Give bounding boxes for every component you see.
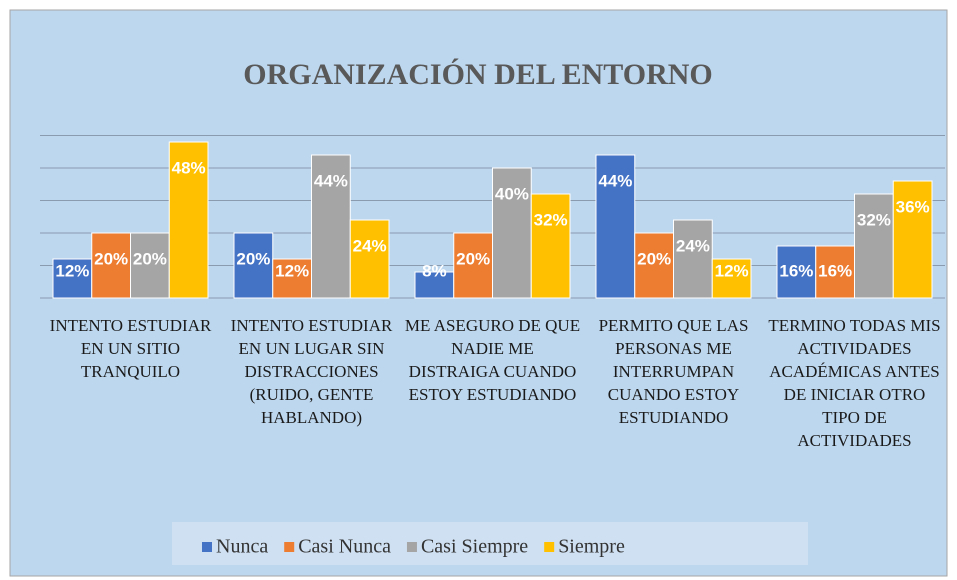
data-label: 8% bbox=[422, 261, 447, 280]
bar bbox=[673, 219, 713, 299]
bar bbox=[711, 258, 752, 299]
data-label: 44% bbox=[314, 171, 348, 190]
bar bbox=[233, 232, 274, 299]
data-label: 20% bbox=[133, 249, 167, 268]
data-label: 44% bbox=[598, 171, 632, 190]
chart-title: ORGANIZACIÓN DEL ENTORNO bbox=[243, 58, 713, 91]
legend-swatch bbox=[284, 542, 295, 552]
bar bbox=[414, 271, 455, 299]
data-label: 16% bbox=[818, 261, 852, 280]
data-label: 24% bbox=[676, 236, 710, 255]
bar bbox=[272, 258, 312, 299]
x-tick-label: TERMINO TODAS MIS ACTIVIDADES ACADÉMICAS… bbox=[768, 316, 941, 450]
x-tick-label: ME ASEGURO DE QUE NADIE ME DISTRAIGA CUA… bbox=[404, 316, 581, 404]
data-label: 48% bbox=[172, 158, 206, 177]
data-label: 20% bbox=[94, 249, 128, 268]
legend-swatch bbox=[202, 542, 212, 552]
data-label: 24% bbox=[353, 236, 387, 255]
legend-label: Nunca bbox=[216, 536, 268, 558]
bar bbox=[492, 167, 532, 299]
x-tick-label: INTENTO ESTUDIAR EN UN SITIO TRANQUILO bbox=[49, 316, 212, 381]
bar bbox=[815, 245, 855, 299]
bar bbox=[91, 232, 131, 299]
bar bbox=[168, 141, 209, 299]
data-label: 20% bbox=[637, 249, 671, 268]
x-tick-label: PERMITO QUE LAS PERSONAS ME INTERRUMPAN … bbox=[598, 316, 749, 427]
bar bbox=[595, 154, 636, 299]
data-label: 20% bbox=[236, 249, 270, 268]
bar bbox=[52, 258, 93, 299]
data-label: 12% bbox=[55, 261, 89, 280]
bar bbox=[349, 219, 390, 299]
data-label: 12% bbox=[275, 261, 309, 280]
data-label: 40% bbox=[495, 184, 529, 203]
legend-label: Casi Siempre bbox=[421, 536, 528, 558]
data-label: 32% bbox=[534, 210, 568, 229]
bar bbox=[530, 193, 571, 299]
bar bbox=[130, 232, 170, 299]
bar bbox=[776, 245, 817, 299]
bar bbox=[453, 232, 493, 299]
legend-box bbox=[172, 522, 808, 565]
data-label: 16% bbox=[779, 261, 813, 280]
legend-label: Casi Nunca bbox=[298, 536, 391, 558]
bar bbox=[854, 193, 894, 299]
bar bbox=[892, 180, 933, 299]
data-label: 12% bbox=[715, 261, 749, 280]
data-label: 32% bbox=[857, 210, 891, 229]
legend-label: Siempre bbox=[558, 536, 625, 558]
data-label: 36% bbox=[896, 197, 930, 216]
x-tick-label: INTENTO ESTUDIAR EN UN LUGAR SIN DISTRAC… bbox=[230, 316, 393, 427]
legend-swatch bbox=[544, 542, 555, 552]
legend-swatch bbox=[406, 542, 417, 552]
bar bbox=[311, 154, 351, 299]
data-label: 20% bbox=[456, 249, 490, 268]
